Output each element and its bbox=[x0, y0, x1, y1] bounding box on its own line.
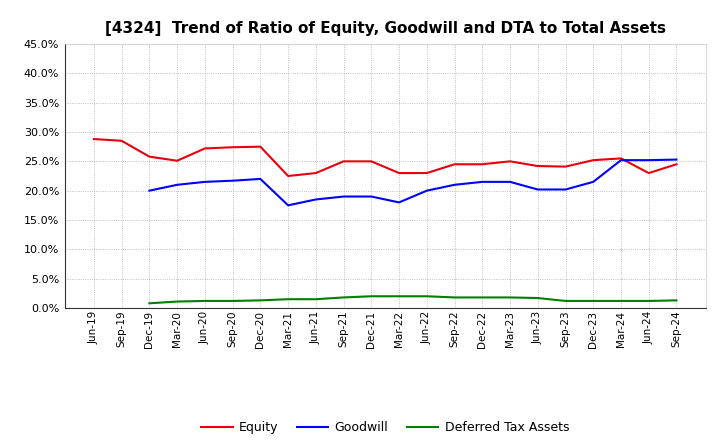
Title: [4324]  Trend of Ratio of Equity, Goodwill and DTA to Total Assets: [4324] Trend of Ratio of Equity, Goodwil… bbox=[104, 21, 666, 36]
Deferred Tax Assets bbox=[589, 298, 598, 304]
Goodwill bbox=[478, 179, 487, 184]
Equity bbox=[534, 163, 542, 169]
Goodwill bbox=[505, 179, 514, 184]
Equity bbox=[616, 156, 625, 161]
Equity bbox=[89, 136, 98, 142]
Goodwill bbox=[672, 157, 681, 162]
Deferred Tax Assets bbox=[616, 298, 625, 304]
Equity bbox=[228, 145, 237, 150]
Equity bbox=[312, 170, 320, 176]
Goodwill bbox=[201, 179, 210, 184]
Goodwill bbox=[256, 176, 265, 182]
Equity bbox=[256, 144, 265, 149]
Equity bbox=[367, 159, 376, 164]
Goodwill bbox=[423, 188, 431, 193]
Deferred Tax Assets bbox=[312, 297, 320, 302]
Equity bbox=[505, 159, 514, 164]
Deferred Tax Assets bbox=[201, 298, 210, 304]
Goodwill bbox=[644, 158, 653, 163]
Legend: Equity, Goodwill, Deferred Tax Assets: Equity, Goodwill, Deferred Tax Assets bbox=[197, 416, 574, 439]
Line: Deferred Tax Assets: Deferred Tax Assets bbox=[150, 296, 677, 303]
Deferred Tax Assets bbox=[173, 299, 181, 304]
Deferred Tax Assets bbox=[534, 295, 542, 301]
Equity bbox=[201, 146, 210, 151]
Deferred Tax Assets bbox=[672, 298, 681, 303]
Goodwill bbox=[616, 158, 625, 163]
Deferred Tax Assets bbox=[505, 295, 514, 300]
Deferred Tax Assets bbox=[644, 298, 653, 304]
Goodwill bbox=[395, 200, 403, 205]
Equity bbox=[423, 170, 431, 176]
Equity bbox=[450, 161, 459, 167]
Deferred Tax Assets bbox=[450, 295, 459, 300]
Deferred Tax Assets bbox=[423, 293, 431, 299]
Line: Goodwill: Goodwill bbox=[150, 160, 677, 205]
Deferred Tax Assets bbox=[284, 297, 292, 302]
Equity bbox=[145, 154, 154, 159]
Goodwill bbox=[284, 203, 292, 208]
Deferred Tax Assets bbox=[478, 295, 487, 300]
Equity bbox=[339, 159, 348, 164]
Equity bbox=[284, 173, 292, 179]
Goodwill bbox=[561, 187, 570, 192]
Deferred Tax Assets bbox=[395, 293, 403, 299]
Goodwill bbox=[145, 188, 154, 193]
Equity bbox=[672, 161, 681, 167]
Equity bbox=[395, 170, 403, 176]
Deferred Tax Assets bbox=[145, 301, 154, 306]
Equity bbox=[173, 158, 181, 163]
Goodwill bbox=[534, 187, 542, 192]
Equity bbox=[117, 138, 126, 143]
Goodwill bbox=[450, 182, 459, 187]
Goodwill bbox=[312, 197, 320, 202]
Deferred Tax Assets bbox=[339, 295, 348, 300]
Goodwill bbox=[367, 194, 376, 199]
Line: Equity: Equity bbox=[94, 139, 677, 176]
Goodwill bbox=[339, 194, 348, 199]
Deferred Tax Assets bbox=[256, 298, 265, 303]
Equity bbox=[644, 170, 653, 176]
Goodwill bbox=[173, 182, 181, 187]
Deferred Tax Assets bbox=[228, 298, 237, 304]
Equity bbox=[561, 164, 570, 169]
Equity bbox=[478, 161, 487, 167]
Deferred Tax Assets bbox=[367, 293, 376, 299]
Goodwill bbox=[228, 178, 237, 183]
Equity bbox=[589, 158, 598, 163]
Deferred Tax Assets bbox=[561, 298, 570, 304]
Goodwill bbox=[589, 179, 598, 184]
